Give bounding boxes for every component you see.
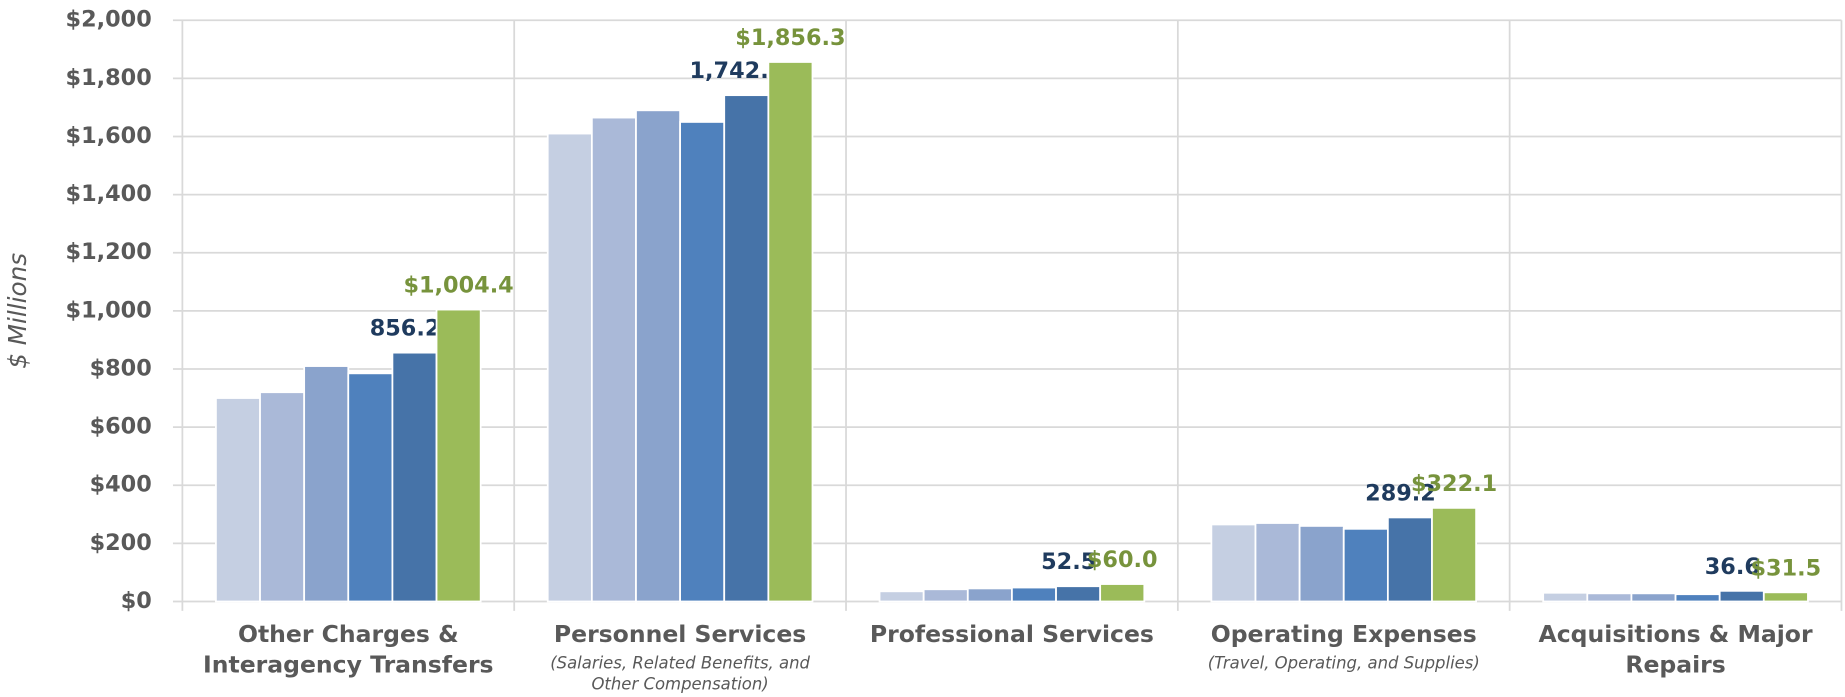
bar [767,61,814,603]
bar [590,116,637,603]
category-note: Other Compensation) [591,675,768,694]
bar [679,121,726,603]
y-tick-label: $600 [90,414,152,440]
y-tick-label: $800 [90,355,152,381]
data-label: 52.5 [1041,549,1096,575]
bar [1342,527,1389,603]
y-tick-label: $1,000 [66,297,152,323]
bar [635,109,681,603]
x-tick-label: Repairs [1625,651,1725,679]
y-tick-label: $1,200 [66,239,152,265]
data-label: $60.0 [1087,547,1158,573]
bar [1630,592,1677,603]
bar [966,587,1013,603]
bar [1099,583,1146,603]
category-note: (Salaries, Related Benefits, and [550,653,810,672]
y-tick-label: $2,000 [66,7,152,33]
bar [1542,591,1589,603]
bar [303,365,350,603]
y-tick-label: $1,400 [66,181,152,207]
bar [391,351,438,603]
data-label: $1,856.3 [735,25,845,51]
y-tick-label: $0 [121,588,152,614]
bar [1718,589,1765,603]
bar [347,372,394,603]
bar [1055,585,1102,603]
bar [546,132,593,603]
bar [1586,592,1633,603]
bar [1386,516,1433,603]
bar [1431,506,1478,603]
x-tick-label: Operating Expenses [1211,620,1477,648]
data-label: $31.5 [1751,555,1822,581]
data-label: 36.6 [1705,554,1760,580]
y-axis-label: $ Millions [3,253,32,369]
y-tick-label: $1,800 [66,65,152,91]
bar [1254,522,1301,603]
data-label: $1,004.4 [403,273,513,299]
bar [1674,593,1721,603]
bar [723,94,770,603]
y-tick-label: $200 [90,530,152,556]
bar [878,590,925,603]
y-tick-label: $400 [90,472,152,498]
x-tick-label: Acquisitions & Major [1539,620,1813,648]
bar [435,308,482,603]
x-tick-label: Interagency Transfers [203,651,494,679]
bar [259,391,306,603]
data-label: $322.1 [1411,471,1497,497]
bar [1011,586,1057,603]
data-label: 856.2 [370,316,441,342]
category-note: (Travel, Operating, and Supplies) [1208,653,1480,672]
bar [215,397,261,603]
x-tick-label: Personnel Services [554,620,806,648]
x-tick-label: Professional Services [870,620,1154,648]
bar [922,588,969,603]
x-tick-label: Other Charges & [238,620,459,648]
bar [1762,591,1809,603]
bar [1210,523,1257,603]
data-label: 289.2 [1365,480,1436,506]
y-tick-label: $1,600 [66,123,152,149]
bar [1298,525,1345,603]
